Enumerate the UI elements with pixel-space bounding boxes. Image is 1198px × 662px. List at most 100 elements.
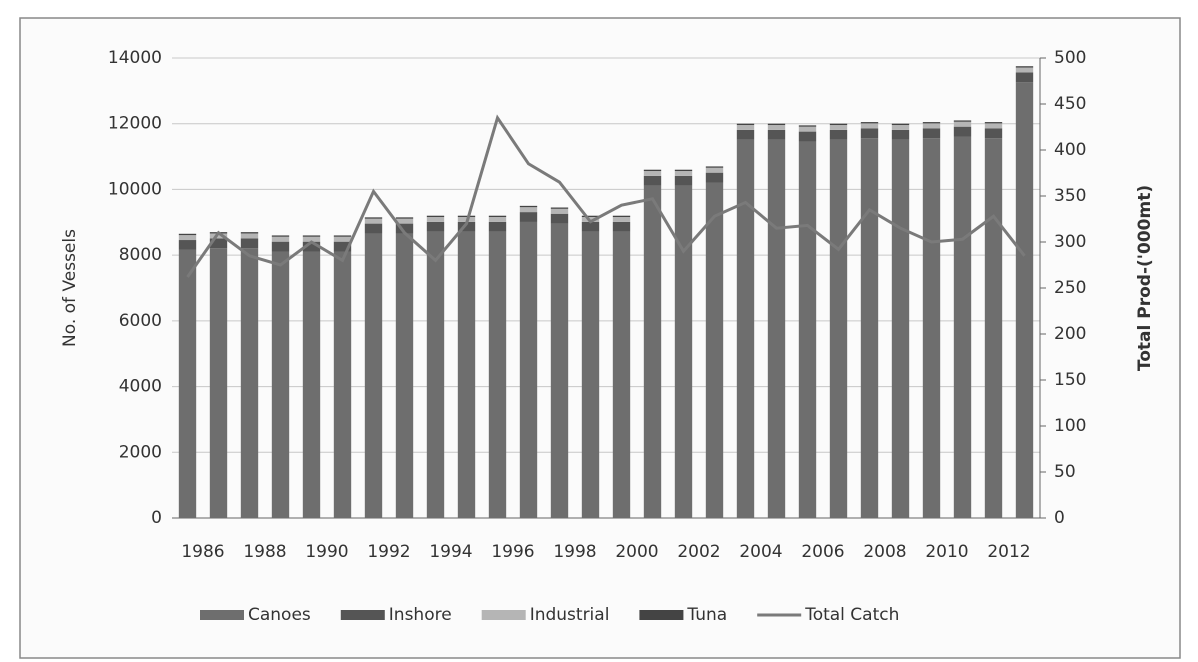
bar-segment <box>922 138 941 518</box>
bar-segment <box>798 125 817 127</box>
bar-segment <box>364 223 383 234</box>
x-tick-label: 2004 <box>739 542 782 562</box>
bar-segment <box>736 123 755 126</box>
bar-segment <box>705 172 724 183</box>
y-axis-title: No. of Vessels <box>60 229 80 347</box>
bar-segment <box>550 223 569 518</box>
x-tick-label: 1988 <box>243 542 286 562</box>
bar-segment <box>209 238 228 249</box>
bar-segment <box>798 141 817 518</box>
bar-segment <box>240 238 259 249</box>
bar-segment <box>984 138 1003 518</box>
bar-segment <box>333 236 352 242</box>
y-tick-label: 0 <box>151 508 162 528</box>
bar-segment <box>333 241 352 252</box>
y2-tick-label: 250 <box>1054 278 1086 298</box>
bar-segment <box>519 207 538 213</box>
y2-tick-label: 0 <box>1054 508 1065 528</box>
bar-segment <box>426 231 445 519</box>
bar-segment <box>488 231 507 519</box>
legend-swatch <box>481 610 526 620</box>
bar-segment <box>488 215 507 218</box>
bar-segment <box>271 241 290 252</box>
bar-segment <box>767 129 786 140</box>
bar-segment <box>643 171 662 176</box>
y2-tick-label: 200 <box>1054 324 1086 344</box>
legend-label: Canoes <box>248 605 311 625</box>
bar-segment <box>891 123 910 126</box>
bar-segment <box>860 128 879 139</box>
bar-segment <box>612 221 631 232</box>
bar-segment <box>829 123 848 126</box>
bar-segment <box>550 207 569 209</box>
bar-segment <box>519 221 538 518</box>
x-tick-label: 2006 <box>801 542 844 562</box>
bar-segment <box>705 182 724 518</box>
y2-tick-label: 100 <box>1054 416 1086 436</box>
bar-segment <box>953 121 972 127</box>
bar-segment <box>302 251 321 518</box>
y2-tick-label: 300 <box>1054 232 1086 252</box>
bar-segment <box>922 128 941 139</box>
x-tick-label: 1994 <box>429 542 472 562</box>
legend-swatch <box>340 610 385 620</box>
bar-segment <box>333 235 352 237</box>
legend-label: Inshore <box>389 605 452 625</box>
bar-segment <box>488 221 507 232</box>
bar-segment <box>581 231 600 519</box>
bar-segment <box>364 217 383 219</box>
bar-segment <box>891 129 910 140</box>
y2-tick-label: 450 <box>1054 94 1086 114</box>
line <box>186 114 1026 278</box>
bar-segment <box>519 205 538 208</box>
bar-segment <box>829 139 848 519</box>
bar-segment <box>240 248 259 518</box>
bar-segment <box>1015 82 1034 519</box>
y2-tick-label: 500 <box>1054 48 1086 68</box>
legend-label: Industrial <box>530 605 610 625</box>
bar-segment <box>302 236 321 242</box>
bar-segment <box>209 233 228 239</box>
bar-segment <box>457 221 476 232</box>
bar-segment <box>178 235 197 241</box>
bar-segment <box>612 231 631 519</box>
y-tick-label: 6000 <box>119 311 162 331</box>
bar-segment <box>209 248 228 518</box>
bar-segment <box>581 215 600 218</box>
bar-segment <box>178 233 197 236</box>
legend-label: Total Catch <box>804 605 899 625</box>
bar-segment <box>426 215 445 218</box>
bar-segment <box>736 125 755 130</box>
bar-segment <box>643 185 662 519</box>
bar-segment <box>736 139 755 519</box>
x-tick-label: 2002 <box>677 542 720 562</box>
bar-segment <box>953 120 972 122</box>
bar-segment <box>798 126 817 132</box>
bar-segment <box>860 122 879 124</box>
bar-segment <box>705 166 724 168</box>
bar-segment <box>178 240 197 250</box>
bar-segment <box>891 125 910 130</box>
bar-segment <box>674 169 693 172</box>
bar-segment <box>395 233 414 518</box>
bar-segment <box>643 175 662 186</box>
bar-segment <box>550 208 569 214</box>
bar-segment <box>457 215 476 218</box>
y2-axis-title: Total Prod-('000mt) <box>1135 185 1155 371</box>
bar-segment <box>798 131 817 142</box>
bar-segment <box>271 251 290 518</box>
legend-label: Tuna <box>686 605 727 625</box>
y-tick-label: 8000 <box>119 245 162 265</box>
bar-segment <box>426 221 445 232</box>
bar-segment <box>1015 72 1034 83</box>
bar-segment <box>736 129 755 140</box>
bar-segment <box>457 231 476 519</box>
x-tick-label: 2010 <box>925 542 968 562</box>
bar-segment <box>674 171 693 176</box>
y-tick-label: 4000 <box>119 377 162 397</box>
bar-segment <box>860 123 879 129</box>
x-tick-label: 1992 <box>367 542 410 562</box>
legend-swatch <box>639 610 684 620</box>
bar-segment <box>953 136 972 518</box>
x-tick-label: 1990 <box>305 542 348 562</box>
